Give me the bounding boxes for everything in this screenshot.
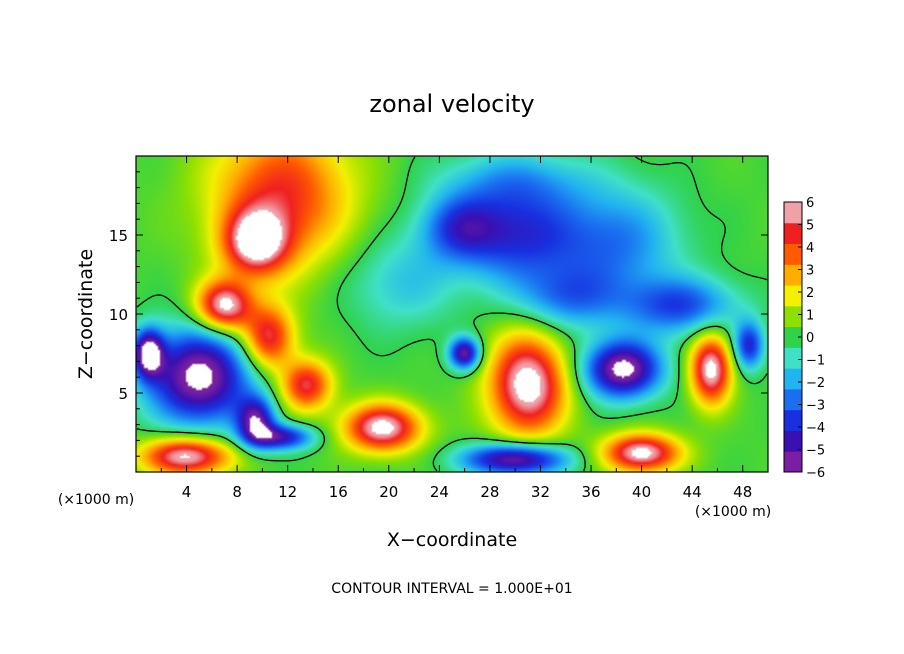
x-tick-label: 28 — [480, 483, 499, 501]
colorbar-band — [784, 409, 802, 431]
x-axis: 4 8 12 16 20 24 28 32 36 40 44 48 — [160, 156, 752, 501]
colorbar-band — [784, 451, 802, 473]
y-tick-label: 15 — [109, 227, 128, 245]
x-tick-label: 16 — [329, 483, 348, 501]
contour-interval-footer: CONTOUR INTERVAL = 1.000E+01 — [331, 581, 572, 597]
colorbar-tick-label: 2 — [806, 286, 814, 301]
colorbar-band — [784, 347, 802, 369]
contour-lines — [136, 156, 768, 472]
colorbar-tick-label: 0 — [806, 331, 814, 346]
zero-contour-line — [136, 156, 768, 472]
colorbar-tick-label: 5 — [806, 219, 814, 234]
x-tick-label: 20 — [379, 483, 398, 501]
colorbar-tick-label: −5 — [806, 444, 825, 459]
x-axis-label: X−coordinate — [387, 529, 517, 551]
x-unit-label-left: (×1000 m) — [58, 492, 134, 508]
chart-title: zonal velocity — [369, 90, 534, 118]
colorbar-band — [784, 368, 802, 390]
colorbar-tick-label: 3 — [806, 264, 814, 279]
colorbar-band — [784, 222, 802, 245]
x-tick-label: 12 — [278, 483, 297, 501]
y-axis: 5 10 15 — [109, 171, 768, 457]
colorbar-tick-label: −3 — [806, 399, 825, 414]
x-tick-label: 44 — [683, 483, 702, 501]
y-tick-label: 10 — [109, 306, 128, 324]
colorbar-band — [784, 264, 802, 286]
x-unit-label-right: (×1000 m) — [695, 504, 771, 520]
x-tick-label: 4 — [182, 483, 192, 501]
colorbar-band — [784, 285, 802, 307]
colorbar-tick-label: 6 — [806, 196, 814, 211]
colorbar-tick-label: −2 — [806, 376, 825, 391]
colorbar-band — [784, 388, 802, 411]
x-tick-label: 40 — [632, 483, 651, 501]
colorbar-tick-label: −4 — [806, 421, 825, 436]
x-tick-label: 24 — [430, 483, 449, 501]
x-tick-label: 36 — [581, 483, 600, 501]
colorbar-tick-label: 1 — [806, 309, 814, 324]
heatmap-field — [136, 156, 768, 472]
x-tick-label: 8 — [232, 483, 242, 501]
colorbar-band — [784, 243, 802, 265]
colorbar-tick-label: 4 — [806, 241, 814, 256]
colorbar-tick-label: −1 — [806, 354, 825, 369]
colorbar-band — [784, 202, 802, 224]
colorbar-band — [784, 326, 802, 348]
colorbar-band — [784, 430, 802, 452]
colorbar-tick-label: −6 — [806, 466, 825, 481]
x-tick-label: 48 — [733, 483, 752, 501]
colorbar-band — [784, 305, 802, 328]
y-tick-label: 5 — [118, 385, 128, 403]
y-axis-label: Z−coordinate — [75, 249, 97, 379]
x-tick-label: 32 — [531, 483, 550, 501]
colorbar: 6 5 4 3 2 1 0 −1 −2 −3 −4 −5 −6 — [783, 196, 825, 481]
